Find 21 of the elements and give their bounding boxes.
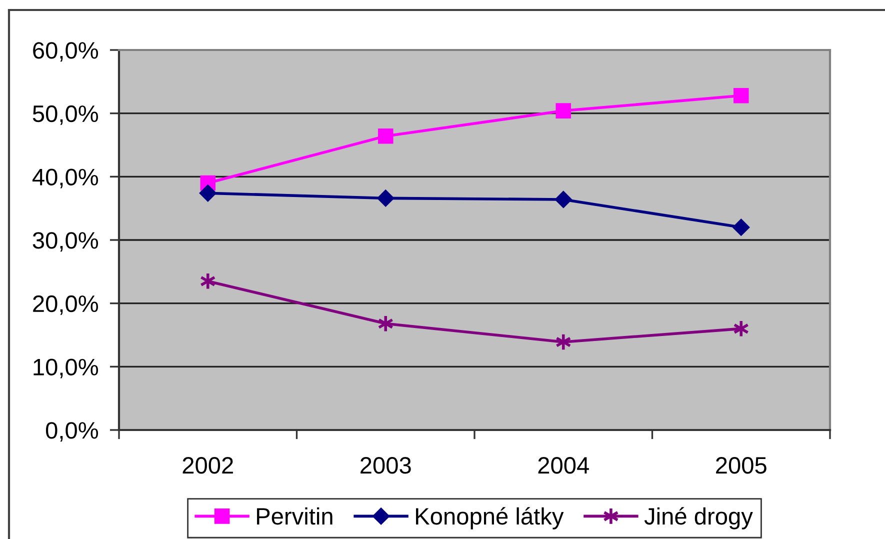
y-tick-label: 50,0% <box>32 105 98 125</box>
legend-label: Konopné látky <box>416 507 564 530</box>
legend-label: Jiné drogy <box>644 507 753 530</box>
y-tick-label: 60,0% <box>33 42 98 62</box>
x-tick-label: 2004 <box>538 457 589 474</box>
point <box>378 128 394 144</box>
y-tick-label: 40,0% <box>32 168 98 188</box>
point <box>556 103 572 118</box>
point <box>732 218 750 236</box>
y-tick-label: 10,0% <box>34 358 98 378</box>
y-tick-label: 0,0% <box>46 422 98 442</box>
y-tick-label: 30,0% <box>32 232 98 252</box>
legend-label: Pervitin <box>257 507 332 525</box>
x-tick-label: 2005 <box>716 457 766 474</box>
point <box>377 190 394 207</box>
point <box>199 184 216 202</box>
point <box>733 88 749 104</box>
y-tick-label: 20,0% <box>33 295 98 315</box>
x-tick-label: 2003 <box>360 457 411 474</box>
point <box>554 190 572 208</box>
x-tick-label: 2002 <box>182 457 233 474</box>
